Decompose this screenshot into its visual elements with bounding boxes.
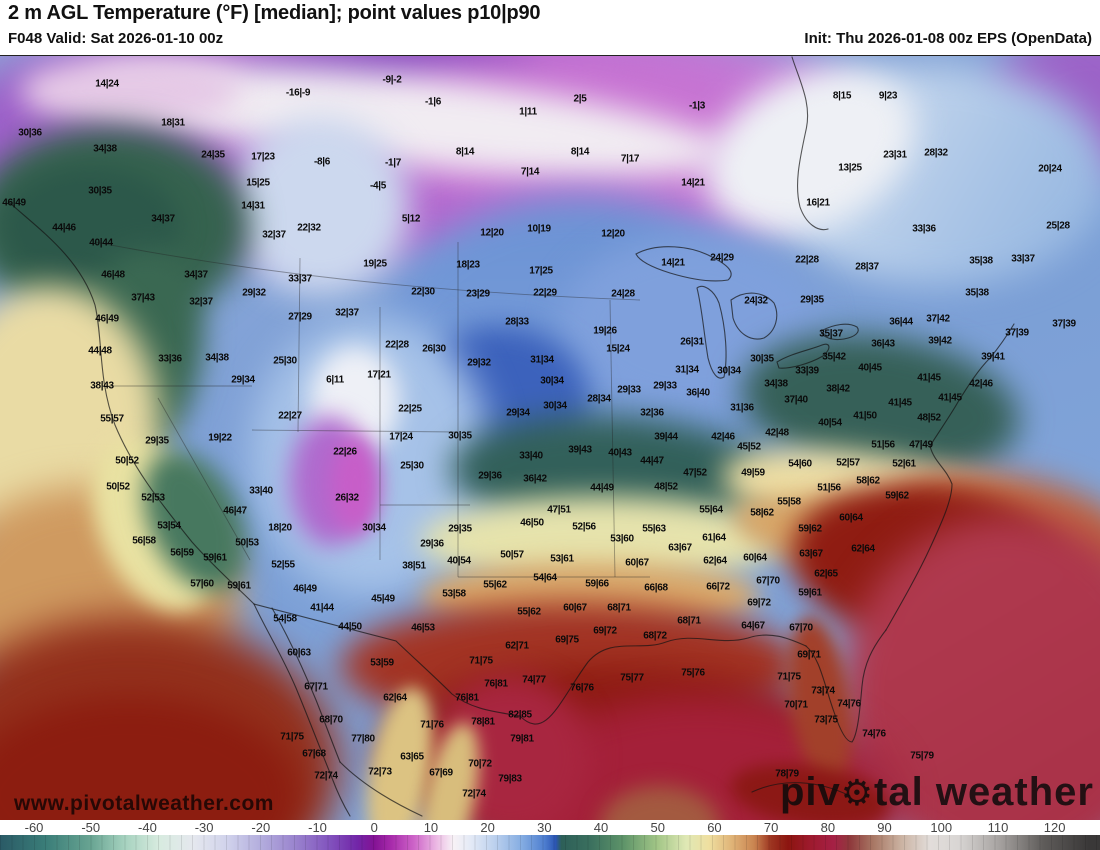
logo-text-prefix: piv: [779, 770, 841, 814]
colorbar-tick: 0: [370, 820, 378, 835]
init-time-label: Init: Thu 2026-01-08 00z EPS (OpenData): [804, 30, 1092, 47]
valid-time-label: F048 Valid: Sat 2026-01-10 00z: [8, 30, 224, 47]
map-title: 2 m AGL Temperature (°F) [median]; point…: [8, 2, 541, 24]
colorbar-tick: 120: [1043, 820, 1066, 835]
colorbar-tick: 10: [423, 820, 439, 835]
colorbar-tick: 90: [877, 820, 892, 835]
colorbar-tick: -50: [81, 820, 101, 835]
colorbar-tick: 30: [537, 820, 552, 835]
colorbar-tick: 80: [820, 820, 836, 835]
pivotal-weather-logo: piv⚙tal weather: [780, 770, 1094, 815]
colorbar-tick: -30: [194, 820, 214, 835]
colorbar-tick: 60: [707, 820, 722, 835]
logo-text-suffix: tal weather: [874, 770, 1094, 814]
colorbar-tick: -60: [24, 820, 44, 835]
colorbar-tick: 50: [650, 820, 665, 835]
map-color-region: [330, 436, 380, 536]
temperature-colorbar: -60 -50 -40 -30 -20 -10 0 10 20 30 40 50 60 70 80 90 100…: [0, 820, 1100, 850]
colorbar-tick: 70: [763, 820, 779, 835]
colorbar-tick-labels: -60 -50 -40 -30 -20 -10 0 10 20 30 40 50 60 70 80 90 100…: [0, 820, 1100, 835]
colorbar-gradient: [0, 835, 1100, 850]
watermark-url: www.pivotalweather.com: [14, 792, 274, 815]
header: 2 m AGL Temperature (°F) [median]; point…: [0, 0, 1100, 55]
colorbar-tick: -10: [308, 820, 327, 835]
colorbar-tick: 40: [593, 820, 609, 835]
temperature-map[interactable]: [0, 55, 1100, 821]
map-color-region: [230, 116, 410, 296]
colorbar-tick: 110: [987, 820, 1009, 835]
colorbar-tick: 20: [480, 820, 495, 835]
colorbar-tick: -20: [251, 820, 271, 835]
colorbar-tick: -40: [138, 820, 157, 835]
map-color-region: [20, 56, 240, 126]
gear-icon: ⚙: [840, 772, 875, 813]
colorbar-tick: 100: [930, 820, 953, 835]
